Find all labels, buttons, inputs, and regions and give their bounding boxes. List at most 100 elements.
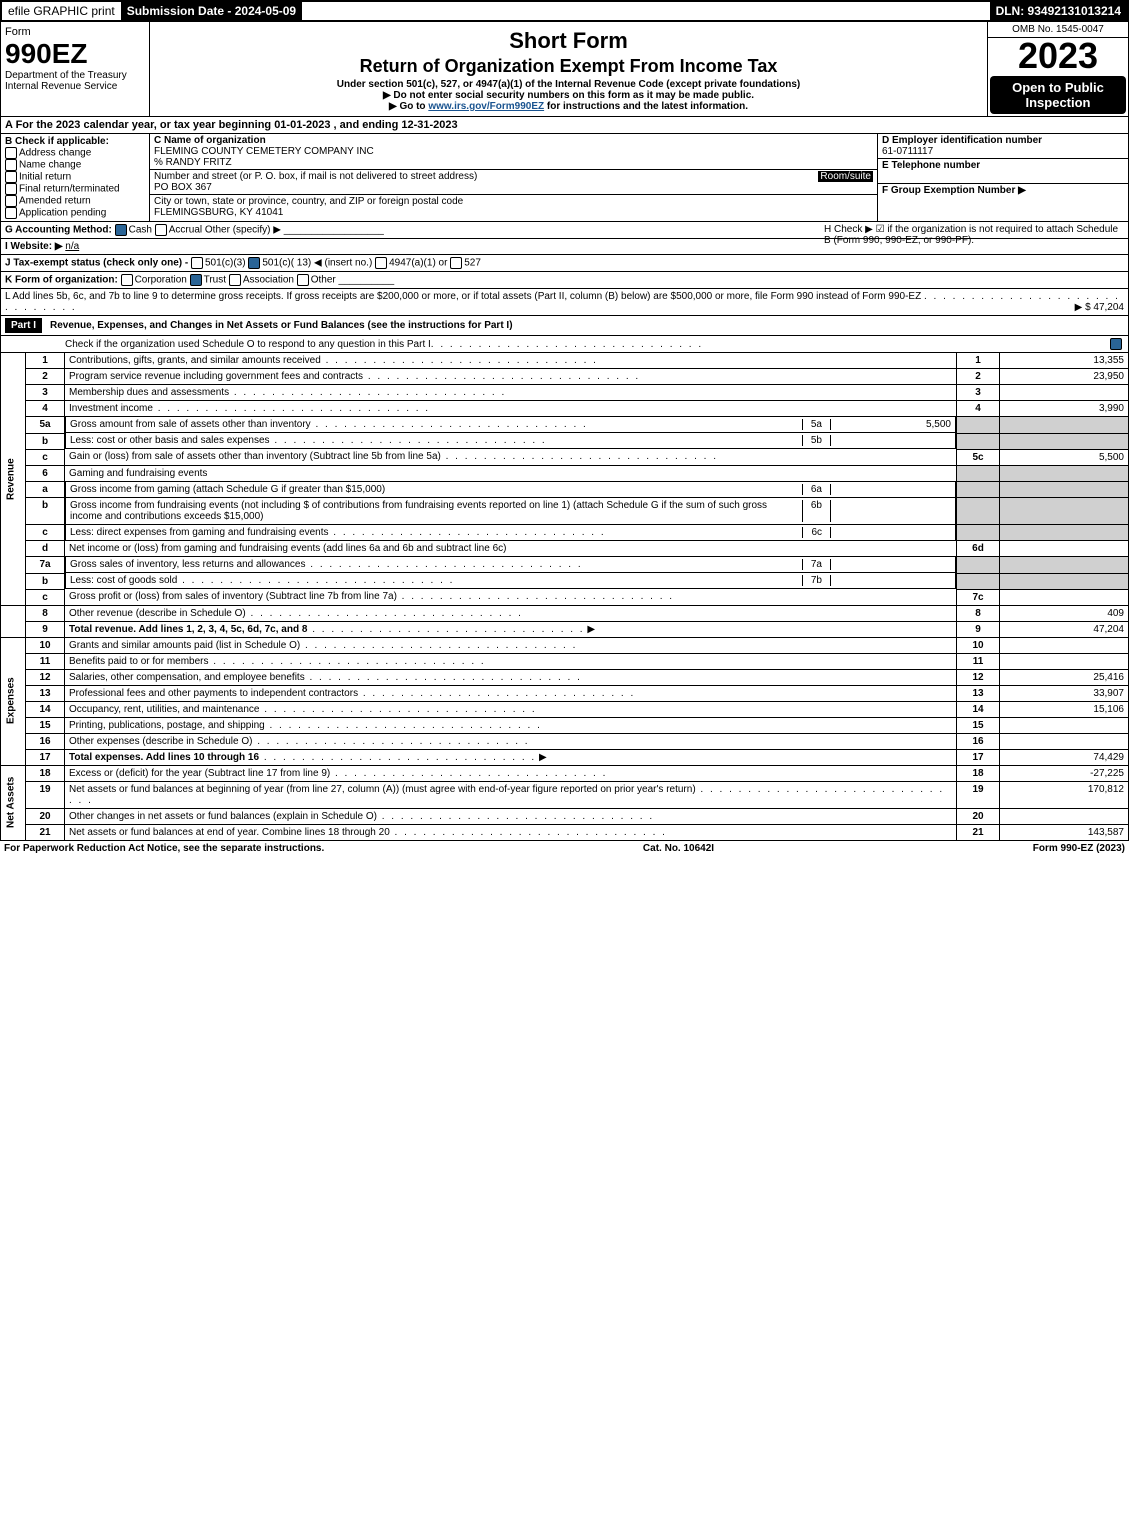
row-19-val: 170,812 <box>1000 781 1129 808</box>
row-5c-desc: Gain or (loss) from sale of assets other… <box>69 451 441 462</box>
line-k-form-org: K Form of organization: Corporation Trus… <box>0 272 1129 289</box>
row-17-val: 74,429 <box>1000 749 1129 765</box>
part-i-badge: Part I <box>5 318 42 333</box>
j-label: J Tax-exempt status (check only one) - <box>5 258 188 269</box>
chk-4947[interactable] <box>375 257 387 269</box>
row-9-desc: Total revenue. Add lines 1, 2, 3, 4, 5c,… <box>69 624 307 635</box>
row-5c-val: 5,500 <box>1000 449 1129 465</box>
footer-paperwork: For Paperwork Reduction Act Notice, see … <box>4 843 324 854</box>
chk-name-change[interactable] <box>5 159 17 171</box>
chk-assoc[interactable] <box>229 274 241 286</box>
form-label: Form <box>5 26 145 38</box>
dln: DLN: 93492131013214 <box>990 2 1127 20</box>
lbl-4947: 4947(a)(1) or <box>389 258 447 269</box>
i-label: I Website: ▶ <box>5 241 63 252</box>
row-1-rn: 1 <box>957 353 1000 369</box>
chk-other-org[interactable] <box>297 274 309 286</box>
header-center: Short Form Return of Organization Exempt… <box>150 22 987 116</box>
chk-501c[interactable] <box>248 257 260 269</box>
row-10-desc: Grants and similar amounts paid (list in… <box>69 640 300 651</box>
dept-treasury: Department of the Treasury <box>5 70 145 81</box>
col-b-checkboxes: B Check if applicable: Address change Na… <box>1 134 150 221</box>
part-i-title: Revenue, Expenses, and Changes in Net As… <box>50 320 513 331</box>
chk-trust[interactable] <box>190 274 202 286</box>
col-def: D Employer identification number61-07111… <box>878 134 1128 221</box>
k-label: K Form of organization: <box>5 275 118 286</box>
row-7b-desc: Less: cost of goods sold <box>70 575 177 586</box>
footer-form-ref: Form 990-EZ (2023) <box>1033 843 1125 854</box>
row-9-val: 47,204 <box>1000 621 1129 637</box>
expenses-side-label: Expenses <box>1 637 26 765</box>
row-14-desc: Occupancy, rent, utilities, and maintena… <box>69 704 259 715</box>
row-2-desc: Program service revenue including govern… <box>69 371 363 382</box>
org-name: FLEMING COUNTY CEMETERY COMPANY INC <box>154 146 374 157</box>
row-21-desc: Net assets or fund balances at end of ye… <box>69 827 390 838</box>
lbl-initial-return: Initial return <box>19 172 71 183</box>
city-label: City or town, state or province, country… <box>154 196 463 207</box>
row-6-desc: Gaming and fundraising events <box>65 465 957 481</box>
addr-label: Number and street (or P. O. box, if mail… <box>154 171 477 182</box>
city-state-zip: FLEMINGSBURG, KY 41041 <box>154 207 283 218</box>
chk-sched-o[interactable] <box>1110 338 1122 350</box>
netassets-side-label: Net Assets <box>1 765 26 840</box>
lbl-app-pending: Application pending <box>19 208 106 219</box>
lbl-assoc: Association <box>243 275 294 286</box>
lbl-501c3: 501(c)(3) <box>205 258 246 269</box>
lbl-cash: Cash <box>129 225 152 236</box>
subtitle: Under section 501(c), 527, or 4947(a)(1)… <box>154 79 983 90</box>
ein-value: 61-0711117 <box>882 146 933 157</box>
chk-accrual[interactable] <box>155 224 167 236</box>
row-13-val: 33,907 <box>1000 685 1129 701</box>
row-6c-desc: Less: direct expenses from gaming and fu… <box>70 527 328 538</box>
part-i-subtitle: Check if the organization used Schedule … <box>65 339 431 350</box>
line-g-accounting: G Accounting Method: Cash Accrual Other … <box>0 222 1129 239</box>
col-c-org-info: C Name of organization FLEMING COUNTY CE… <box>150 134 878 221</box>
row-5a-desc: Gross amount from sale of assets other t… <box>70 419 311 430</box>
row-4-val: 3,990 <box>1000 401 1129 417</box>
header-right: OMB No. 1545-0047 2023 Open to Public In… <box>987 22 1128 116</box>
revenue-side-label: Revenue <box>1 353 26 605</box>
row-1-val: 13,355 <box>1000 353 1129 369</box>
chk-501c3[interactable] <box>191 257 203 269</box>
lbl-trust: Trust <box>204 275 226 286</box>
chk-cash[interactable] <box>115 224 127 236</box>
row-1-num: 1 <box>26 353 65 369</box>
g-label: G Accounting Method: <box>5 225 112 236</box>
lbl-other-org: Other <box>311 275 336 286</box>
chk-527[interactable] <box>450 257 462 269</box>
chk-amended[interactable] <box>5 195 17 207</box>
chk-final-return[interactable] <box>5 183 17 195</box>
lbl-amended: Amended return <box>19 196 91 207</box>
row-2-val: 23,950 <box>1000 369 1129 385</box>
row-12-val: 25,416 <box>1000 669 1129 685</box>
row-20-desc: Other changes in net assets or fund bala… <box>69 811 377 822</box>
top-bar: efile GRAPHIC print Submission Date - 20… <box>0 0 1129 22</box>
form-number: 990EZ <box>5 38 145 70</box>
chk-address-change[interactable] <box>5 147 17 159</box>
submission-date: Submission Date - 2024-05-09 <box>121 2 302 20</box>
part-i-header-row: Part I Revenue, Expenses, and Changes in… <box>0 316 1129 336</box>
row-21-val: 143,587 <box>1000 824 1129 840</box>
row-13-desc: Professional fees and other payments to … <box>69 688 358 699</box>
irs-link[interactable]: www.irs.gov/Form990EZ <box>428 101 544 112</box>
row-19-desc: Net assets or fund balances at beginning… <box>69 784 696 795</box>
line-a-tax-year: A For the 2023 calendar year, or tax yea… <box>0 117 1129 134</box>
lbl-name-change: Name change <box>19 160 81 171</box>
b-header: B Check if applicable: <box>5 136 145 147</box>
efile-print-link[interactable]: efile GRAPHIC print <box>2 2 121 20</box>
lbl-other-method: Other (specify) ▶ <box>205 225 281 236</box>
row-3-desc: Membership dues and assessments <box>69 387 229 398</box>
lbl-final-return: Final return/terminated <box>19 184 120 195</box>
row-6a-desc: Gross income from gaming (attach Schedul… <box>70 484 802 495</box>
chk-app-pending[interactable] <box>5 207 17 219</box>
open-inspection-badge: Open to Public Inspection <box>990 76 1126 114</box>
lbl-accrual: Accrual <box>169 225 202 236</box>
irs-label: Internal Revenue Service <box>5 81 145 92</box>
row-18-desc: Excess or (deficit) for the year (Subtra… <box>69 768 330 779</box>
chk-initial-return[interactable] <box>5 171 17 183</box>
row-4-desc: Investment income <box>69 403 153 414</box>
row-16-desc: Other expenses (describe in Schedule O) <box>69 736 252 747</box>
lbl-527: 527 <box>464 258 481 269</box>
row-5b-desc: Less: cost or other basis and sales expe… <box>70 435 270 446</box>
chk-corp[interactable] <box>121 274 133 286</box>
